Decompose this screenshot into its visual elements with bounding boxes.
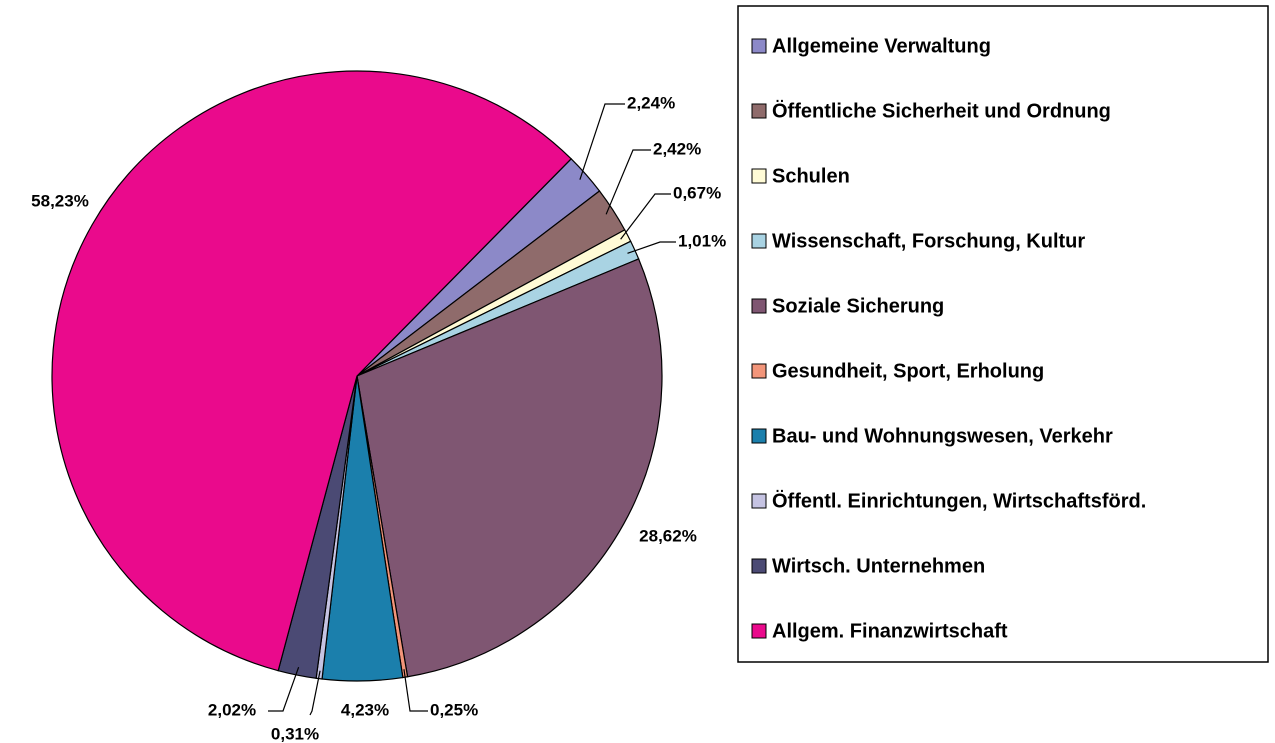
legend-swatch — [751, 298, 767, 314]
value-label: 0,31% — [271, 724, 319, 743]
legend-label: Schulen — [772, 165, 850, 187]
pie-slice — [51, 70, 573, 672]
value-label: 2,24% — [627, 93, 675, 112]
leader-line — [605, 149, 651, 215]
pie-slice — [356, 258, 663, 678]
legend-label: Wirtsch. Unternehmen — [772, 555, 985, 577]
leader-line — [627, 241, 676, 254]
legend-label: Öffentliche Sicherheit und Ordnung — [772, 99, 1111, 122]
value-label: 2,42% — [653, 139, 701, 158]
legend-swatch — [751, 168, 767, 184]
legend-box — [737, 5, 1269, 663]
legend-swatch — [751, 233, 767, 249]
legend-label: Gesundheit, Sport, Erholung — [772, 360, 1044, 382]
legend-label: Wissenschaft, Forschung, Kultur — [772, 230, 1085, 252]
leader-line — [268, 667, 300, 712]
value-label: 4,23% — [341, 700, 389, 719]
legend-label: Soziale Sicherung — [772, 295, 944, 317]
legend-swatch — [751, 103, 767, 119]
legend-label: Bau- und Wohnungswesen, Verkehr — [772, 425, 1113, 447]
leader-line — [620, 193, 671, 240]
legend-label: Öffentl. Einrichtungen, Wirtschaftsförd. — [772, 489, 1146, 512]
legend-swatch — [751, 363, 767, 379]
legend-swatch — [751, 493, 767, 509]
legend-swatch — [751, 38, 767, 54]
value-label: 0,25% — [430, 700, 478, 719]
leader-line — [309, 670, 321, 716]
legend-swatch — [751, 558, 767, 574]
value-label: 1,01% — [678, 231, 726, 250]
value-label: 28,62% — [639, 526, 697, 545]
leader-line — [403, 669, 428, 712]
legend-swatch — [751, 428, 767, 444]
value-label: 0,67% — [673, 183, 721, 202]
value-label: 58,23% — [31, 191, 89, 210]
legend-label: Allgem. Finanzwirtschaft — [772, 620, 1008, 642]
leader-line — [579, 103, 625, 180]
legend-swatch — [751, 623, 767, 639]
value-label: 2,02% — [208, 700, 256, 719]
legend-label: Allgemeine Verwaltung — [772, 35, 991, 57]
